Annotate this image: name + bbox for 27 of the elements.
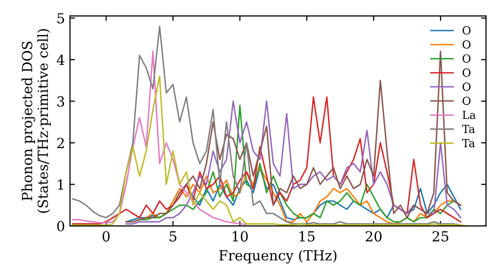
y-tick-label: 5 xyxy=(57,13,64,24)
legend-label: O xyxy=(462,54,470,63)
x-tick-label: 10 xyxy=(232,231,248,242)
legend-label: O xyxy=(462,82,470,91)
line-series xyxy=(125,50,462,222)
y-tick-label: 2 xyxy=(57,138,64,148)
legend-label: O xyxy=(462,26,470,35)
x-tick-label: 5 xyxy=(170,231,176,242)
legend-label: O xyxy=(462,96,470,105)
legend-label: Ta xyxy=(462,138,475,148)
y-tick-label: 0 xyxy=(57,220,64,232)
x-tick-label: 0 xyxy=(102,231,110,242)
legend-label: Ta xyxy=(462,124,475,134)
x-tick-label: 25 xyxy=(432,231,448,242)
line-series xyxy=(72,50,248,225)
y-tick-label: 4 xyxy=(56,54,64,65)
legend-label: O xyxy=(462,40,470,49)
y-tick-label: 3 xyxy=(57,96,64,107)
legend-label: La xyxy=(462,110,476,120)
y-axis-title: Phonon projected DOS (States/THz·primitive cell) xyxy=(22,29,51,213)
x-tick-label: 20 xyxy=(366,231,382,242)
x-tick-label: 15 xyxy=(300,231,315,242)
x-axis-title: Frequency (THz) xyxy=(219,250,336,264)
line-series xyxy=(72,96,462,225)
line-series xyxy=(72,26,462,226)
y-tick-label: 1 xyxy=(58,179,64,190)
legend-label: O xyxy=(462,68,470,77)
